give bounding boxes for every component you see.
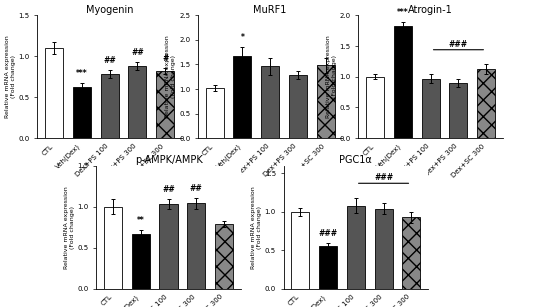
Bar: [215, 224, 233, 289]
Title: Atrogin-1: Atrogin-1: [408, 5, 453, 14]
Text: ###: ###: [374, 173, 393, 182]
Y-axis label: Relative mRNA expression
(Fold change): Relative mRNA expression (Fold change): [64, 186, 75, 269]
Bar: [317, 65, 335, 138]
Text: #: #: [162, 54, 169, 63]
Bar: [291, 212, 309, 289]
Bar: [394, 26, 412, 138]
Bar: [477, 69, 495, 138]
Bar: [45, 48, 63, 138]
Bar: [73, 87, 91, 138]
Bar: [128, 66, 147, 138]
Title: Myogenin: Myogenin: [86, 5, 133, 14]
Text: ##: ##: [162, 185, 175, 194]
Bar: [132, 234, 150, 289]
Bar: [374, 209, 393, 289]
Bar: [289, 75, 307, 138]
Bar: [205, 88, 224, 138]
Bar: [261, 66, 279, 138]
Bar: [366, 77, 384, 138]
Text: ***: ***: [397, 8, 409, 17]
Text: ##: ##: [190, 184, 203, 193]
Bar: [156, 71, 174, 138]
Y-axis label: Relative mRNA expression
(Fold change): Relative mRNA expression (Fold change): [326, 35, 337, 118]
Y-axis label: Relative mRNA expression
(Fold change): Relative mRNA expression (Fold change): [165, 35, 177, 118]
Text: ##: ##: [131, 48, 144, 57]
Bar: [402, 217, 421, 289]
Text: ##: ##: [103, 56, 116, 65]
Title: MuRF1: MuRF1: [254, 5, 287, 14]
Bar: [422, 79, 440, 138]
Text: ###: ###: [449, 40, 468, 49]
Bar: [319, 246, 337, 289]
Bar: [104, 207, 122, 289]
Title: PGC1α: PGC1α: [339, 155, 372, 165]
Y-axis label: Relative mRNA expression
(Fold change): Relative mRNA expression (Fold change): [5, 35, 16, 118]
Bar: [347, 206, 365, 289]
Text: ###: ###: [318, 229, 338, 238]
Bar: [449, 83, 468, 138]
Bar: [233, 56, 251, 138]
Title: p-AMPK/AMPK: p-AMPK/AMPK: [135, 155, 202, 165]
Y-axis label: Relative mRNA expression
(Fold change): Relative mRNA expression (Fold change): [251, 186, 262, 269]
Text: **: **: [137, 216, 144, 225]
Bar: [101, 74, 119, 138]
Bar: [187, 204, 205, 289]
Text: ***: ***: [76, 69, 88, 78]
Text: *: *: [240, 33, 244, 42]
Bar: [159, 204, 178, 289]
